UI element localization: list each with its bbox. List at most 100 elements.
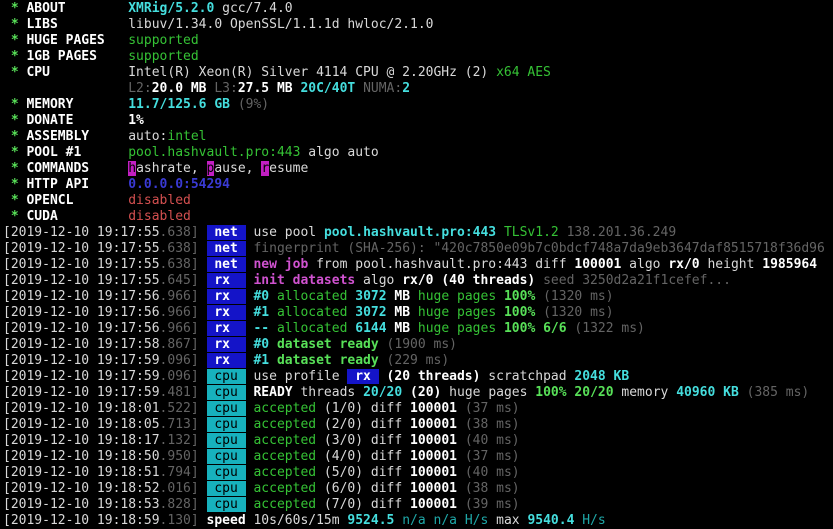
log-segment <box>199 241 207 256</box>
cpu-badge: cpu <box>206 433 246 448</box>
log-segment: (7/0) diff <box>316 497 411 512</box>
log-segment: scratchpad <box>480 369 575 384</box>
rx-inline-badge: rx <box>347 369 379 384</box>
cpu-badge: cpu <box>206 401 246 416</box>
cpu-badge: cpu <box>206 449 246 464</box>
timestamp: [2019-12-10 19:17:59 <box>3 385 160 400</box>
bullet: * <box>3 145 27 160</box>
log-segment: max <box>488 513 528 528</box>
rx-badge: rx <box>206 337 246 352</box>
log-segment: allocated <box>276 305 356 320</box>
log-segment: .016] <box>159 481 199 496</box>
timestamp: [2019-12-10 19:17:56 <box>3 289 160 304</box>
terminal-line: [2019-12-10 19:18:05.713] cpu accepted (… <box>3 417 833 433</box>
terminal-line: [2019-12-10 19:18:50.950] cpu accepted (… <box>3 449 833 465</box>
terminal-line: * MEMORY 11.7/125.6 GB (9%) <box>3 97 833 113</box>
log-segment <box>199 225 207 240</box>
log-segment: dataset ready <box>276 353 379 368</box>
log-segment: huge pages <box>417 305 504 320</box>
log-segment: (5/0) diff <box>316 465 411 480</box>
log-segment: height <box>699 257 763 272</box>
log-segment <box>199 321 207 336</box>
log-segment: ashrate, <box>136 161 207 176</box>
terminal-line: L2:20.0 MB L3:27.5 MB 20C/40T NUMA:2 <box>3 81 833 97</box>
log-segment: esume <box>269 161 309 176</box>
log-segment: .132] <box>159 433 199 448</box>
log-segment: (9%) <box>237 97 270 112</box>
log-segment: 100001 <box>574 257 622 272</box>
log-segment: 100% <box>503 289 536 304</box>
log-segment: .713] <box>159 417 199 432</box>
bullet: * <box>3 33 27 48</box>
terminal-line: * OPENCL disabled <box>3 193 833 209</box>
bullet: * <box>3 1 27 16</box>
rx-badge: rx <box>206 273 246 288</box>
timestamp: [2019-12-10 19:17:55 <box>3 225 160 240</box>
log-segment: (1900 ms) <box>378 337 457 352</box>
log-segment <box>199 353 207 368</box>
log-segment <box>199 417 207 432</box>
log-segment: (3/0) diff <box>316 433 411 448</box>
log-segment <box>199 449 207 464</box>
hotkey: r <box>261 161 270 176</box>
terminal-line: [2019-12-10 19:17:59.096] cpu use profil… <box>3 369 833 385</box>
log-segment: 3072 <box>355 289 395 304</box>
log-segment: (229 ms) <box>378 353 450 368</box>
log-segment: pool.hashvault.pro:443 <box>323 225 504 240</box>
log-segment: auto: <box>128 129 168 144</box>
terminal-line: [2019-12-10 19:17:55.638] net new job fr… <box>3 257 833 273</box>
log-segment: accepted <box>253 497 317 512</box>
timestamp: [2019-12-10 19:18:51 <box>3 465 160 480</box>
log-segment: accepted <box>253 401 317 416</box>
log-segment: (37 ms) <box>457 449 520 464</box>
terminal-line: * HTTP API 0.0.0.0:54294 <box>3 177 833 193</box>
bullet: * <box>3 129 27 144</box>
net-badge: net <box>206 225 246 240</box>
log-segment: MB <box>394 321 418 336</box>
log-segment: x64 AES <box>496 65 551 80</box>
log-segment: dataset ready <box>276 337 379 352</box>
log-segment: accepted <box>253 481 317 496</box>
log-segment: 9540.4 <box>527 513 583 528</box>
log-segment: threads <box>292 385 364 400</box>
log-segment: intel <box>167 129 207 144</box>
log-segment: disabled <box>128 193 191 208</box>
rx-badge: rx <box>206 289 246 304</box>
log-segment <box>199 337 207 352</box>
bullet: * <box>3 49 27 64</box>
log-segment: 100% 20/20 <box>535 385 614 400</box>
net-badge: net <box>206 257 246 272</box>
log-segment: TLSv1.2 <box>503 225 567 240</box>
speed-tag: speed <box>206 513 246 528</box>
log-segment: (1/0) diff <box>316 401 411 416</box>
log-segment: (38 ms) <box>457 417 520 432</box>
timestamp: [2019-12-10 19:18:17 <box>3 433 160 448</box>
log-segment: 2 <box>402 81 411 96</box>
log-segment: use profile <box>245 369 348 384</box>
log-segment: .130] <box>159 513 199 528</box>
log-segment: gcc/7.4.0 <box>214 1 293 16</box>
log-segment: .522] <box>159 401 199 416</box>
log-segment: (4/0) diff <box>316 449 411 464</box>
terminal-line: [2019-12-10 19:17:59.096] rx #1 dataset … <box>3 353 833 369</box>
cpu-badge: cpu <box>206 497 246 512</box>
log-segment: MB <box>394 289 418 304</box>
terminal-line: * POOL #1 pool.hashvault.pro:443 algo au… <box>3 145 833 161</box>
log-segment <box>199 433 207 448</box>
field-label: CPU <box>26 65 129 80</box>
log-segment: 1% <box>128 113 144 128</box>
log-segment: huge pages <box>441 385 536 400</box>
log-segment: 100001 <box>410 449 457 464</box>
log-segment: #1 <box>253 353 277 368</box>
bullet: * <box>3 161 27 176</box>
log-segment: huge pages <box>417 289 504 304</box>
cpu-badge: cpu <box>206 481 246 496</box>
log-segment: #1 <box>253 305 277 320</box>
log-segment <box>199 273 207 288</box>
cpu-badge: cpu <box>206 417 246 432</box>
field-label: ABOUT <box>26 1 129 16</box>
bullet: * <box>3 17 27 32</box>
timestamp: [2019-12-10 19:18:05 <box>3 417 160 432</box>
log-segment: accepted <box>253 433 317 448</box>
timestamp: [2019-12-10 19:18:59 <box>3 513 160 528</box>
